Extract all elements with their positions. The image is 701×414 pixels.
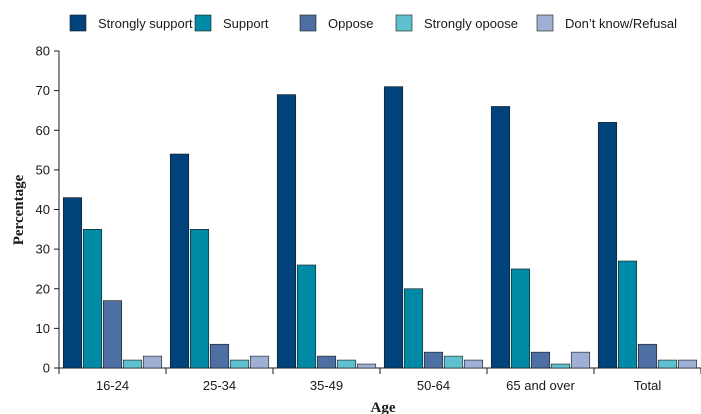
y-tick-label: 10: [36, 321, 50, 336]
x-tick-label: 16-24: [96, 378, 129, 393]
bar-support-25-34: [189, 229, 210, 369]
bar-strongly-support-25-34: [169, 153, 190, 369]
legend-label: Strongly support: [98, 16, 193, 31]
y-tick-label: 60: [36, 123, 50, 138]
legend-item: Support: [194, 14, 269, 32]
y-tick-label: 40: [36, 202, 50, 217]
y-tick-label: 20: [36, 281, 50, 296]
x-axis: 16-24 25-34 35-49 50-64 65 and over Total: [58, 367, 701, 393]
x-axis-title: Age: [371, 400, 396, 414]
bar-oppose-25-34: [209, 343, 230, 369]
bar-oppose-total: [637, 343, 658, 369]
bar-don-t-know-refusal-50-64: [463, 359, 484, 369]
y-tick-label: 30: [36, 242, 50, 257]
bar-strongly-opoose-total: [657, 359, 678, 369]
legend-item: Don’t know/Refusal: [536, 14, 677, 32]
bar-strongly-opoose-65-and-over: [550, 363, 571, 369]
legend-swatch: [69, 14, 87, 32]
bar-strongly-support-16-24: [62, 197, 83, 369]
bar-support-16-24: [82, 229, 103, 369]
x-tick-label: Total: [634, 378, 662, 393]
legend-item: Strongly support: [69, 14, 193, 32]
bars: [62, 86, 698, 369]
bar-oppose-35-49: [316, 355, 337, 369]
y-tick-label: 70: [36, 83, 50, 98]
legend-label: Oppose: [328, 16, 374, 31]
legend-label: Support: [223, 16, 269, 31]
legend-swatch: [194, 14, 212, 32]
y-tick-label: 50: [36, 162, 50, 177]
y-tick-label: 0: [43, 361, 50, 376]
bar-support-65-and-over: [510, 268, 531, 369]
bar-oppose-16-24: [102, 300, 123, 369]
legend-label: Don’t know/Refusal: [565, 16, 677, 31]
x-tick-label: 50-64: [417, 378, 450, 393]
y-axis: 0 10 20 30 40 50 60 70 80: [36, 44, 60, 376]
legend-swatch: [299, 14, 317, 32]
x-tick-label: 65 and over: [506, 378, 575, 393]
bar-strongly-opoose-16-24: [122, 359, 143, 369]
legend-swatch: [536, 14, 554, 32]
bar-support-50-64: [403, 288, 424, 369]
legend-swatch: [395, 14, 413, 32]
bar-strongly-support-total: [597, 122, 618, 369]
bar-strongly-support-65-and-over: [490, 106, 511, 369]
y-tick-label: 80: [36, 44, 50, 59]
bar-don-t-know-refusal-65-and-over: [570, 351, 591, 369]
bar-don-t-know-refusal-16-24: [142, 355, 163, 369]
bar-don-t-know-refusal-total: [677, 359, 698, 369]
bar-support-35-49: [296, 264, 317, 369]
bar-strongly-support-35-49: [276, 94, 297, 369]
bar-oppose-50-64: [423, 351, 444, 369]
bar-strongly-support-50-64: [383, 86, 404, 369]
legend-item: Oppose: [299, 14, 374, 32]
legend-item: Strongly opoose: [395, 14, 518, 32]
bar-don-t-know-refusal-35-49: [356, 363, 377, 369]
bar-strongly-opoose-25-34: [229, 359, 250, 369]
legend: Strongly support Support Oppose Strongly op…: [69, 14, 677, 32]
bar-oppose-65-and-over: [530, 351, 551, 369]
y-axis-title: Percentage: [11, 174, 27, 245]
bar-strongly-opoose-50-64: [443, 355, 464, 369]
bar-support-total: [617, 260, 638, 369]
bar-don-t-know-refusal-25-34: [249, 355, 270, 369]
x-tick-label: 25-34: [203, 378, 236, 393]
bar-strongly-opoose-35-49: [336, 359, 357, 369]
x-tick-label: 35-49: [310, 378, 343, 393]
legend-label: Strongly opoose: [424, 16, 518, 31]
